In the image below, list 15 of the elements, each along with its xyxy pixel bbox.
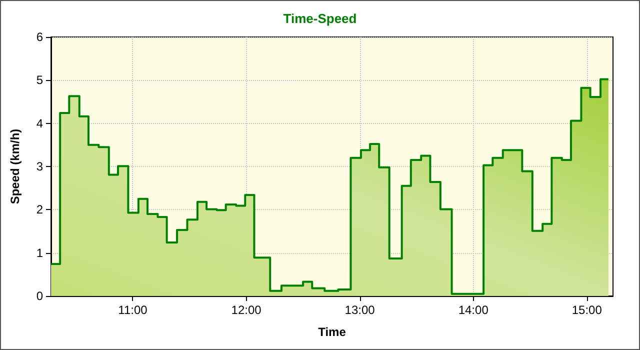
x-tick-label: 15:00 <box>572 303 602 317</box>
y-axis-title: Speed (km/h) <box>8 128 22 204</box>
x-tick-label: 11:00 <box>118 303 148 317</box>
x-tick-label: 14:00 <box>458 303 489 317</box>
y-tick-label: 6 <box>36 30 44 44</box>
y-tick-label: 3 <box>36 160 44 174</box>
y-tick-label: 0 <box>36 289 44 303</box>
y-tick-label: 4 <box>36 116 44 130</box>
x-axis-title: Time <box>318 325 346 339</box>
y-tick-label: 1 <box>36 246 44 260</box>
x-tick-label: 12:00 <box>231 303 262 317</box>
y-tick-label: 5 <box>36 73 44 88</box>
y-tick-label: 2 <box>36 202 44 217</box>
chart-title: Time-Speed <box>283 11 357 26</box>
x-tick-label: 13:00 <box>344 303 376 317</box>
